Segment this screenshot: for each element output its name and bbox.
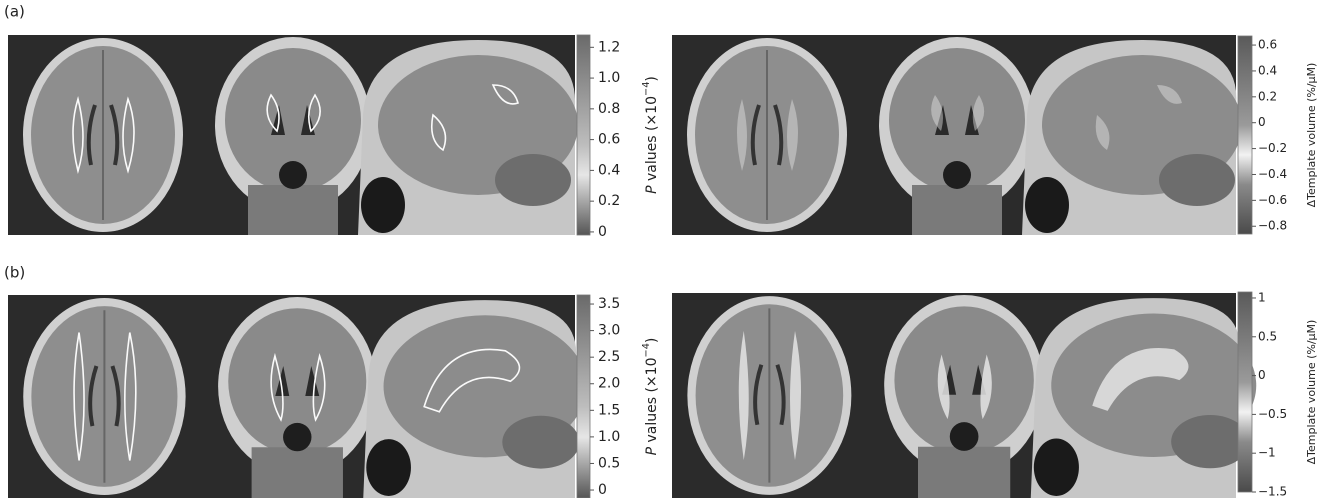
cerebellum (1171, 415, 1249, 468)
neck (252, 447, 343, 498)
title-part: ) (644, 76, 660, 81)
colorbar-tick-label: 0.4 (1258, 63, 1277, 77)
colorbar-tick-label: −1 (1258, 446, 1276, 460)
colorbar-title: ΔTemplate volume (%/μM) (1305, 320, 1318, 465)
colorbar-tick-label: 0.8 (598, 101, 620, 117)
figure: (a) (b) 0 0.2 0.4 0.6 0.8 1.0 1.2 P values (×10… (0, 0, 1324, 498)
brain-map (8, 35, 578, 235)
colorbar-tick-label: 2.0 (598, 376, 620, 392)
colorbar-tick-label: 1.0 (598, 429, 620, 445)
cavity (950, 422, 979, 451)
brain-map (672, 293, 1256, 498)
cavity (279, 161, 307, 189)
sinus (1025, 177, 1069, 233)
title-part: values (×10 (644, 96, 660, 185)
colorbar (577, 35, 590, 235)
colorbar-tick-label: 0.4 (598, 162, 620, 178)
title-part: ΔTemplate volume (%/μM) (1305, 320, 1318, 465)
neck (912, 185, 1002, 235)
colorbar (1238, 36, 1252, 234)
title-part: −4 (641, 82, 652, 96)
colorbar-title: P values (×10−4) (641, 76, 660, 194)
colorbar-tick-label: 0.6 (598, 132, 620, 148)
cavity (943, 161, 971, 189)
colorbar-tick-label: −0.6 (1258, 193, 1287, 207)
colorbar-tick-label: 0 (598, 482, 607, 498)
colorbar-tick-label: 3.5 (598, 296, 620, 312)
colorbar-title: ΔTemplate volume (%/μM) (1305, 63, 1318, 208)
neck (248, 185, 338, 235)
title-part: ) (644, 338, 660, 343)
colorbar (1238, 292, 1252, 492)
cerebellum (1159, 154, 1235, 206)
colorbar-tick-label: 1 (1258, 290, 1266, 304)
colorbar-tick-label: −0.2 (1258, 141, 1287, 155)
colorbar-tick-label: 2.5 (598, 349, 620, 365)
title-part: ΔTemplate volume (%/μM) (1305, 63, 1318, 208)
colorbar-tick-label: 0.5 (1258, 329, 1277, 343)
colorbar-tick-label: 1.5 (598, 402, 620, 418)
panel-label: (b) (4, 264, 25, 282)
colorbar-tick-label: 0 (598, 224, 607, 240)
neck (918, 447, 1010, 498)
colorbar-tick-label: 0.6 (1258, 38, 1277, 52)
sinus (1034, 439, 1079, 496)
colorbar (577, 295, 590, 498)
colorbar-tick-label: −0.8 (1258, 219, 1287, 233)
title-part: −4 (641, 343, 652, 357)
colorbar-tick-label: 1.2 (598, 39, 620, 55)
colorbar-tick-label: 0.5 (598, 455, 620, 471)
sinus (361, 177, 405, 233)
colorbar-tick-label: −1.5 (1258, 485, 1287, 498)
colorbar-tick-label: −0.4 (1258, 167, 1287, 181)
colorbar-tick-label: 3.0 (598, 323, 620, 339)
colorbar-tick-label: 0.2 (1258, 89, 1277, 103)
brain-map (672, 35, 1242, 235)
colorbar-title: P values (×10−4) (641, 338, 660, 456)
colorbar-tick-label: 0.2 (598, 193, 620, 209)
brain-map (8, 295, 587, 498)
title-part: values (×10 (644, 358, 660, 447)
cerebellum (495, 154, 571, 206)
colorbar-tick-label: −0.5 (1258, 407, 1287, 421)
cerebellum (502, 416, 579, 469)
sinus (366, 439, 411, 496)
cavity (283, 423, 311, 451)
colorbar-tick-label: 0 (1258, 368, 1266, 382)
colorbar-tick-label: 0 (1258, 115, 1266, 129)
colorbar-tick-label: 1.0 (598, 70, 620, 86)
panel-label: (a) (4, 3, 25, 21)
